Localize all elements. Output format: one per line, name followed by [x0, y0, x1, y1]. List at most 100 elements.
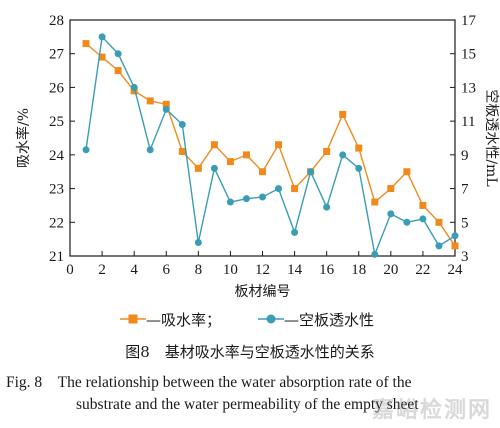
right-y-tick-labels: 3 5 7 9 11 13 15 17 [461, 13, 477, 265]
data-point-permeability [419, 215, 427, 223]
data-point-permeability [242, 195, 250, 203]
data-point-absorption [323, 147, 331, 155]
x-tick-label: 20 [383, 262, 398, 278]
data-point-permeability [178, 121, 186, 129]
data-point-absorption [371, 198, 379, 206]
series-line-absorption [85, 43, 456, 247]
data-point-permeability [259, 193, 266, 201]
plot-border [69, 19, 456, 257]
right-y-tick-label: 3 [461, 249, 469, 265]
data-point-absorption [146, 97, 154, 105]
caption-english-line2: substrate and the water permeability of … [76, 396, 419, 413]
right-y-tick-label: 13 [461, 80, 476, 96]
legend-swatch-permeability [258, 314, 284, 324]
y-right-axis-title: 空板透水性/mL [483, 89, 499, 186]
right-y-tick-label: 9 [461, 148, 469, 164]
series-layer [82, 33, 459, 258]
left-y-tick-label: 25 [49, 114, 64, 130]
x-tick-label: 14 [287, 262, 303, 278]
axis-ticks [69, 19, 456, 257]
x-tick-label: 24 [448, 262, 464, 278]
x-tick-label: 2 [98, 262, 106, 278]
data-point-absorption [339, 110, 347, 118]
data-point-absorption [259, 168, 266, 176]
x-axis-title: 板材编号 [235, 284, 291, 300]
right-y-tick-label: 7 [461, 182, 469, 198]
data-point-absorption [242, 151, 250, 159]
right-y-tick-label: 15 [461, 47, 476, 63]
data-point-absorption [355, 144, 363, 152]
watermark-logo: 嘉峪检测网 [371, 398, 492, 423]
left-y-tick-label: 27 [49, 47, 65, 63]
data-point-permeability [210, 164, 218, 172]
legend-item-permeability: —空板透水性 [258, 304, 374, 334]
data-point-permeability [162, 105, 170, 113]
data-point-permeability [114, 50, 122, 58]
data-point-absorption [435, 218, 443, 226]
left-y-tick-label: 22 [49, 215, 64, 231]
right-y-tick-label: 5 [461, 215, 469, 231]
data-point-absorption [275, 141, 283, 149]
figure-caption-english: Fig. 8 The relationship between the wate… [6, 372, 498, 416]
right-y-tick-label: 17 [461, 13, 477, 29]
left-y-tick-label: 28 [49, 13, 64, 29]
x-tick-label: 6 [163, 262, 171, 278]
legend-item-absorption: —吸水率； [120, 304, 221, 334]
legend-label-permeability: —空板透水性 [284, 310, 375, 329]
x-tick-label: 22 [415, 262, 430, 278]
left-y-tick-label: 26 [49, 80, 65, 96]
x-tick-label: 0 [66, 262, 74, 278]
data-point-permeability [275, 185, 283, 193]
data-point-permeability [291, 228, 299, 236]
x-tick-label: 18 [351, 262, 366, 278]
left-y-tick-label: 23 [49, 182, 64, 198]
data-point-absorption [291, 185, 299, 193]
legend-label-absorption: —吸水率； [146, 310, 222, 329]
data-point-absorption [451, 242, 459, 250]
data-point-permeability [82, 146, 90, 154]
data-point-absorption [82, 40, 90, 48]
data-point-permeability [451, 232, 459, 240]
plot-frame [69, 19, 456, 257]
data-point-absorption [419, 201, 427, 209]
data-point-permeability [435, 242, 443, 250]
x-tick-label: 12 [255, 262, 270, 278]
data-point-absorption [114, 67, 122, 75]
x-tick-label: 10 [223, 262, 238, 278]
left-y-tick-label: 24 [49, 148, 65, 164]
x-tick-label: 4 [130, 262, 138, 278]
data-point-absorption [178, 147, 186, 155]
series-line-permeability [85, 35, 456, 257]
y-left-axis-title: 吸水率/% [15, 108, 32, 168]
data-point-permeability [355, 164, 363, 172]
left-y-tick-label: 21 [49, 249, 64, 265]
data-point-permeability [339, 151, 347, 159]
data-point-permeability [98, 33, 106, 41]
data-point-absorption [210, 141, 218, 149]
data-point-permeability [403, 218, 411, 226]
legend: —吸水率； —空板透水性 [0, 304, 500, 334]
figure-caption-chinese: 图8 基材吸水率与空板透水性的关系 [125, 343, 375, 361]
data-point-permeability [130, 83, 138, 91]
data-point-absorption [162, 100, 170, 108]
x-tick-labels: 0 2 4 6 8 10 12 14 16 18 20 22 24 [66, 262, 463, 278]
data-point-absorption [98, 53, 106, 61]
right-y-tick-label: 11 [461, 114, 475, 130]
caption-english-line1: Fig. 8 The relationship between the wate… [6, 374, 412, 391]
data-point-permeability [146, 146, 154, 154]
data-point-absorption [387, 185, 395, 193]
x-tick-label: 16 [319, 262, 335, 278]
legend-swatch-absorption [120, 314, 146, 324]
data-point-permeability [226, 198, 234, 206]
data-point-permeability [371, 250, 379, 258]
x-tick-label: 8 [195, 262, 203, 278]
left-y-tick-labels: 21 22 23 24 25 26 27 28 [49, 13, 65, 265]
data-point-permeability [307, 168, 315, 176]
data-point-permeability [387, 210, 395, 218]
data-point-absorption [194, 164, 202, 172]
data-point-permeability [323, 203, 331, 211]
data-point-absorption [403, 168, 411, 176]
data-point-permeability [194, 239, 202, 247]
data-point-absorption [226, 158, 234, 166]
